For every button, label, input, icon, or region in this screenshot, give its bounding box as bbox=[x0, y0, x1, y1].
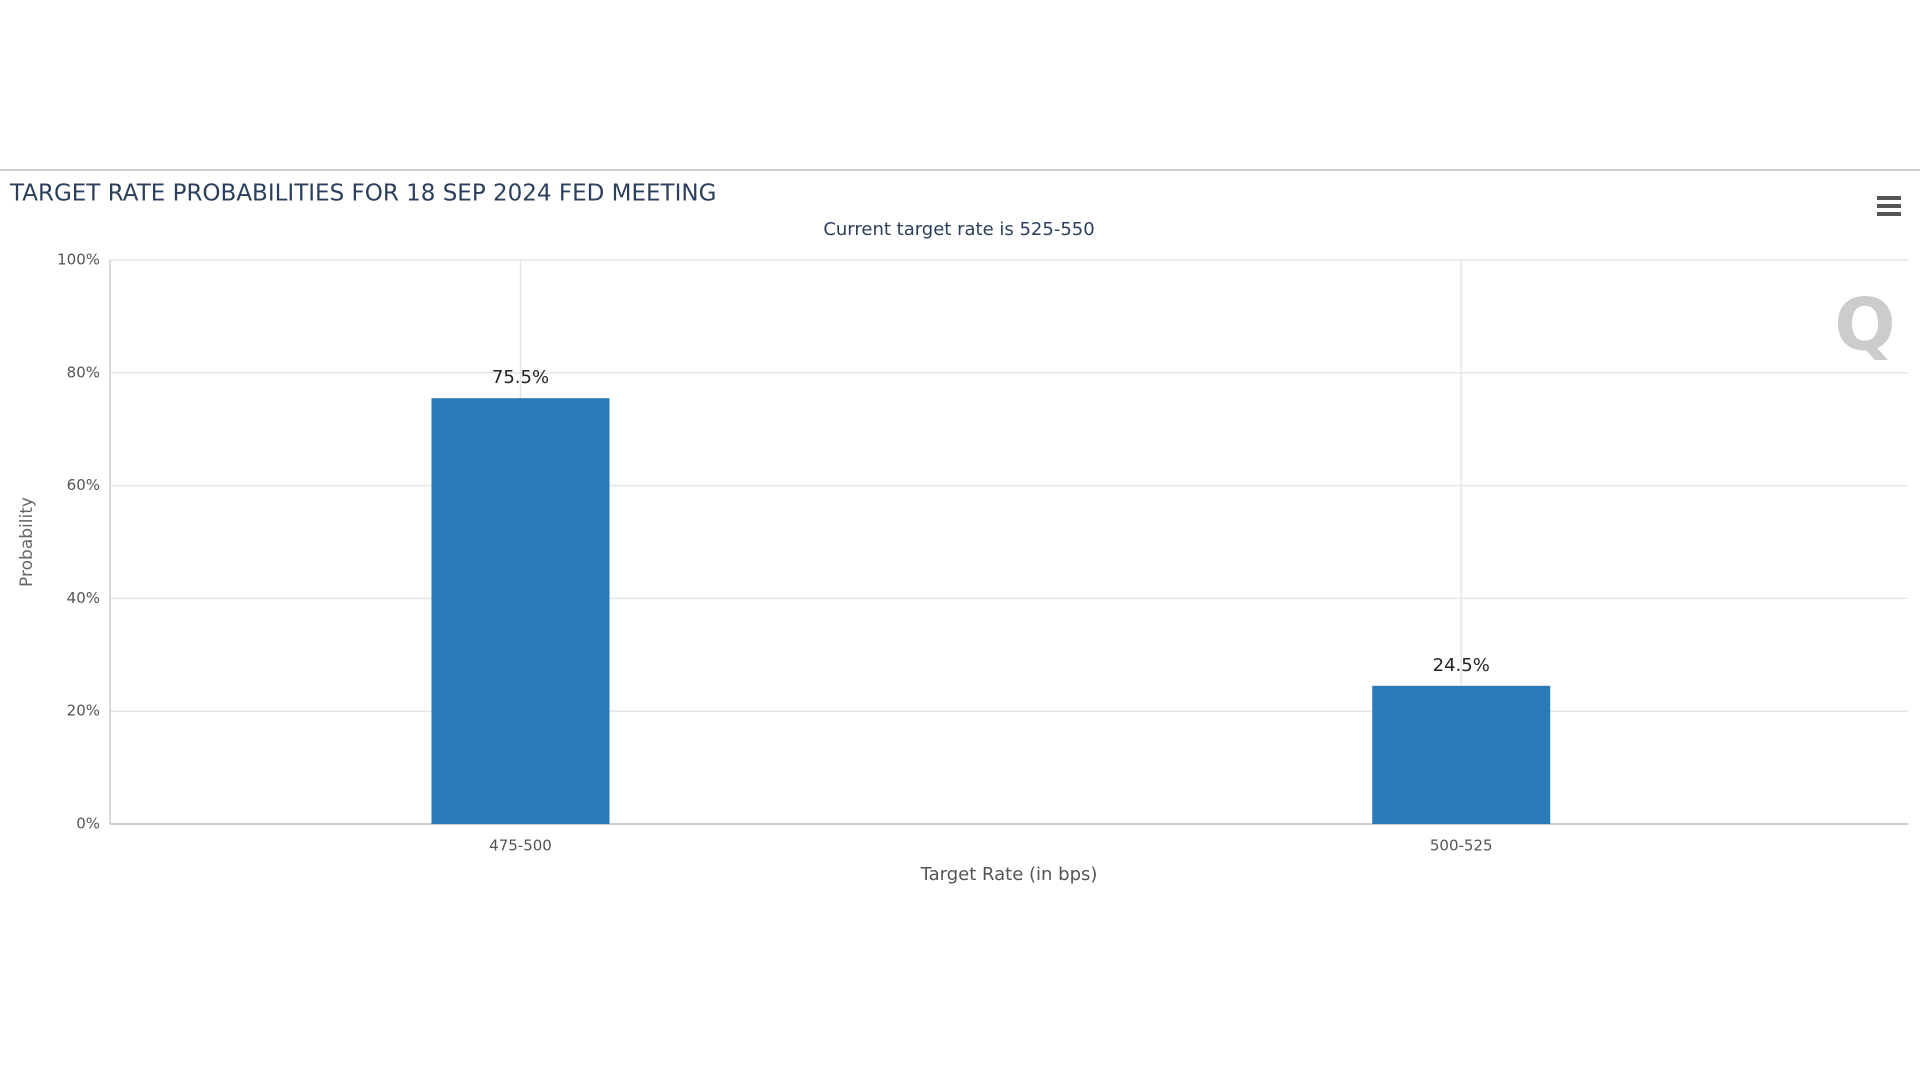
x-tick-label: 500-525 bbox=[1430, 837, 1493, 855]
menu-bar bbox=[1877, 196, 1901, 200]
x-tick-label: 475-500 bbox=[489, 837, 552, 855]
y-tick-label: 40% bbox=[67, 589, 100, 607]
y-tick-label: 60% bbox=[67, 476, 100, 494]
menu-bar bbox=[1877, 204, 1901, 208]
value-label: 75.5% bbox=[492, 367, 549, 388]
bar bbox=[431, 398, 610, 824]
chart-title: TARGET RATE PROBABILITIES FOR 18 SEP 202… bbox=[9, 181, 716, 207]
y-tick-label: 20% bbox=[67, 702, 100, 720]
menu-bar bbox=[1877, 212, 1901, 216]
y-tick-label: 100% bbox=[57, 251, 100, 269]
chart-subtitle: Current target rate is 525-550 bbox=[823, 219, 1094, 240]
value-label: 24.5% bbox=[1433, 655, 1490, 676]
watermark: Q bbox=[1834, 283, 1895, 367]
y-tick-label: 0% bbox=[76, 815, 100, 833]
menu-button[interactable] bbox=[1877, 196, 1901, 216]
y-axis-title: Probability bbox=[17, 497, 37, 587]
y-tick-label: 80% bbox=[67, 363, 100, 381]
bar bbox=[1372, 685, 1551, 824]
x-axis-title: Target Rate (in bps) bbox=[920, 864, 1098, 885]
